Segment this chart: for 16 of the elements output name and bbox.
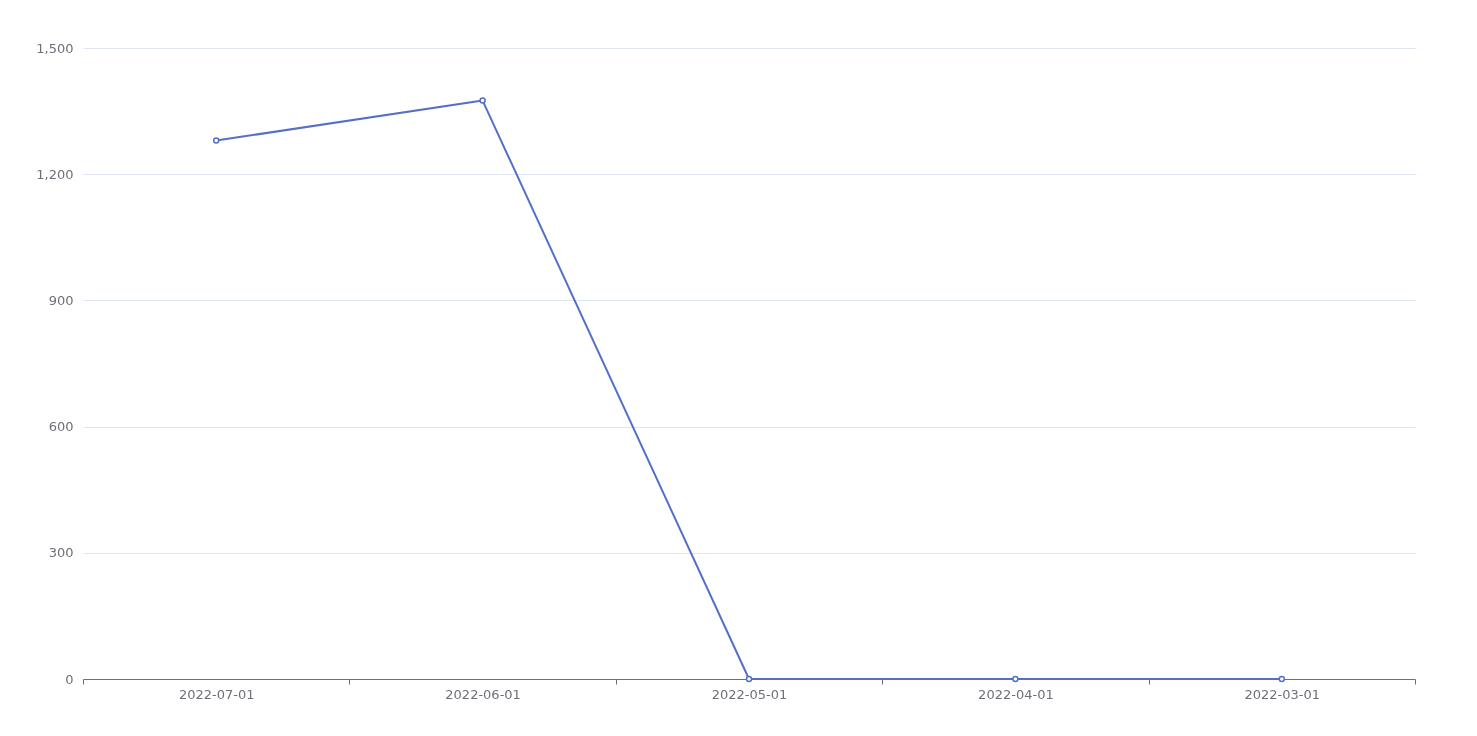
point [212,137,220,144]
point [745,675,753,683]
y-tick-label: 1,500 [36,40,74,56]
x-tick-label: 2022-04-01 [978,686,1054,702]
point [1012,675,1019,683]
y-tick-label: 300 [48,545,74,561]
point [1278,675,1286,683]
x-tick-label: 2022-03-01 [1244,686,1321,702]
y-tick-label: 1,200 [36,166,74,182]
y-tick-label: 0 [65,671,74,687]
x-tick-label: 2022-06-01 [445,686,521,702]
x-tick-label: 2022-05-01 [711,686,788,702]
y-tick-label: 900 [48,292,74,308]
x-tick-label: 2022-07-01 [178,686,255,702]
point [479,97,486,104]
y-tick-label: 600 [48,419,74,435]
